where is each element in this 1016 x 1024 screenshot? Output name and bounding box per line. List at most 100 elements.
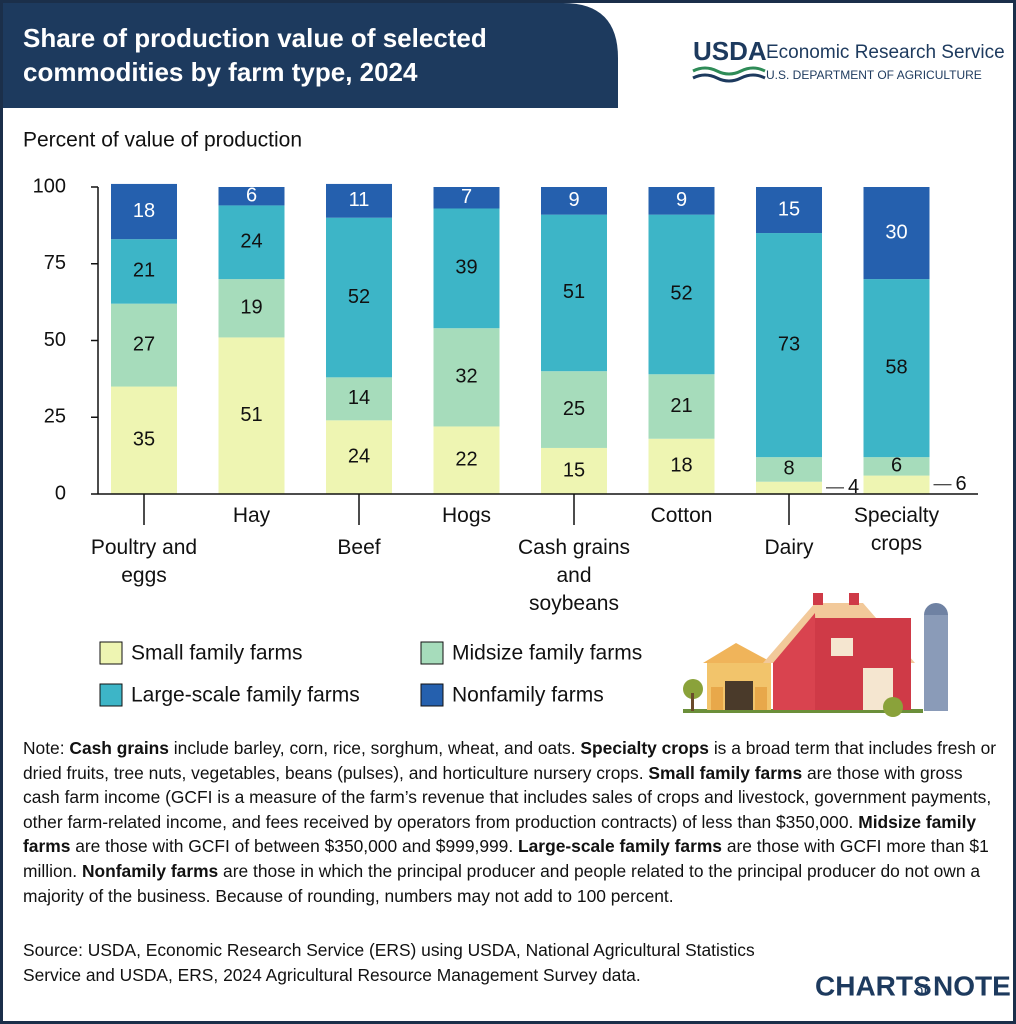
y-tick-label: 25 <box>44 406 66 428</box>
x-tick-label: Dairy <box>764 536 814 559</box>
x-tick-label: Beef <box>337 536 381 559</box>
bar-segment <box>218 337 285 494</box>
legend-label: Nonfamily farms <box>452 684 604 707</box>
bar-segment <box>218 279 285 338</box>
bar-segment <box>648 214 715 375</box>
bar-segment <box>648 187 715 215</box>
brand-charts: CHARTS <box>815 970 932 1001</box>
x-tick-label: Specialty crops <box>853 504 940 555</box>
bar-segment <box>218 187 285 206</box>
value-label: 14 <box>348 387 370 409</box>
bar-segment <box>111 303 177 387</box>
value-label: 4 <box>848 476 859 498</box>
logo-wave <box>692 73 766 83</box>
value-label: 8 <box>783 458 794 480</box>
value-label: 58 <box>885 356 907 378</box>
note-text: Small family farms <box>648 762 803 783</box>
logo-wave <box>692 66 766 76</box>
note-text: are those in which the principal produce… <box>23 860 981 906</box>
value-label: 51 <box>563 281 585 303</box>
value-label: 7 <box>461 186 472 208</box>
note-text: are those with GCFI of between $350,000 … <box>70 836 519 857</box>
legend-label: Midsize family farms <box>452 642 642 665</box>
value-label: 21 <box>133 260 155 282</box>
x-tick-label: Cotton <box>650 504 713 527</box>
brand-of: of <box>915 982 928 999</box>
x-tick-label: Hay <box>232 504 271 527</box>
value-label: 11 <box>349 189 370 211</box>
value-label: 24 <box>348 445 370 467</box>
value-label: 25 <box>563 398 585 420</box>
value-label: 27 <box>133 333 155 355</box>
value-label: 9 <box>676 189 687 211</box>
legend-swatch <box>420 641 444 665</box>
bar-segment <box>863 475 930 494</box>
legend-label: Large-scale family farms <box>131 684 360 707</box>
value-label: 18 <box>670 455 692 477</box>
value-label: 15 <box>563 459 585 481</box>
barn-illustration <box>683 593 948 717</box>
value-label: 9 <box>568 189 579 211</box>
note-text: Cash grains <box>69 738 169 758</box>
bar-segment <box>111 386 177 494</box>
value-label: 24 <box>240 231 262 253</box>
x-tick-label: Hogs <box>441 504 492 527</box>
bar-segment <box>756 481 822 494</box>
bar-segment <box>541 371 607 448</box>
value-label: 18 <box>133 200 155 222</box>
legend-swatch <box>420 683 444 707</box>
bar-segment <box>541 214 607 372</box>
bar-segment <box>326 183 392 218</box>
bar-segment <box>756 233 822 458</box>
y-tick-label: 75 <box>44 252 66 274</box>
y-axis-label: Percent of value of production <box>23 129 302 152</box>
bar-segment <box>433 208 500 329</box>
bar-segment <box>756 457 822 482</box>
legend-swatch <box>99 683 123 707</box>
value-label: 6 <box>891 455 902 477</box>
note-text: Note: <box>23 738 70 758</box>
x-tick-label: Poultry and eggs <box>90 536 198 587</box>
bar-segment <box>218 205 285 280</box>
bar-segment <box>326 377 392 421</box>
value-label: 21 <box>670 395 692 417</box>
bar-segment <box>111 239 177 304</box>
bar-segment <box>433 328 500 427</box>
value-label: 6 <box>956 473 967 495</box>
value-label: 52 <box>670 283 692 305</box>
bar-segment <box>648 374 715 439</box>
brand-note: NOTE <box>933 970 1011 1001</box>
bar-segment <box>541 187 607 215</box>
note-text: is a broad term that includes fresh or d… <box>23 738 997 783</box>
value-label: 32 <box>455 366 477 388</box>
y-tick-label: 50 <box>44 329 66 351</box>
note-text: Nonfamily farms <box>81 860 219 881</box>
chart-title: Share of production value of selected co… <box>23 23 487 87</box>
header-band <box>3 3 618 108</box>
source: Source: USDA, Economic Research Service … <box>23 940 755 985</box>
bar-segment <box>111 183 177 240</box>
value-label: 52 <box>348 286 370 308</box>
value-label: 6 <box>246 184 257 206</box>
value-label: 35 <box>133 429 155 451</box>
value-label: 22 <box>455 449 477 471</box>
note: Note: Cash grains include barley, corn, … <box>23 736 998 908</box>
value-label: 19 <box>240 297 262 319</box>
legend-label: Small family farms <box>131 642 303 665</box>
bar-segment <box>648 438 715 494</box>
bar-segment <box>863 279 930 458</box>
value-label: 15 <box>778 198 800 220</box>
bar-segment <box>863 457 930 476</box>
logo: USDA <box>693 36 767 66</box>
note-text: include barley, corn, rice, sorghum, whe… <box>168 738 581 758</box>
y-tick-label: 0 <box>55 482 66 504</box>
chart: USDA Economic Research Service U.S. DEPA… <box>3 3 1011 1001</box>
bar-segment <box>326 217 392 378</box>
department: U.S. DEPARTMENT OF AGRICULTURE <box>766 68 982 82</box>
bar-segment <box>541 447 607 494</box>
legend-swatch <box>99 641 123 665</box>
bar-segment <box>433 187 500 209</box>
bar-segment <box>326 420 392 494</box>
note-text: are those with GCFI more than $1 million… <box>23 836 989 881</box>
